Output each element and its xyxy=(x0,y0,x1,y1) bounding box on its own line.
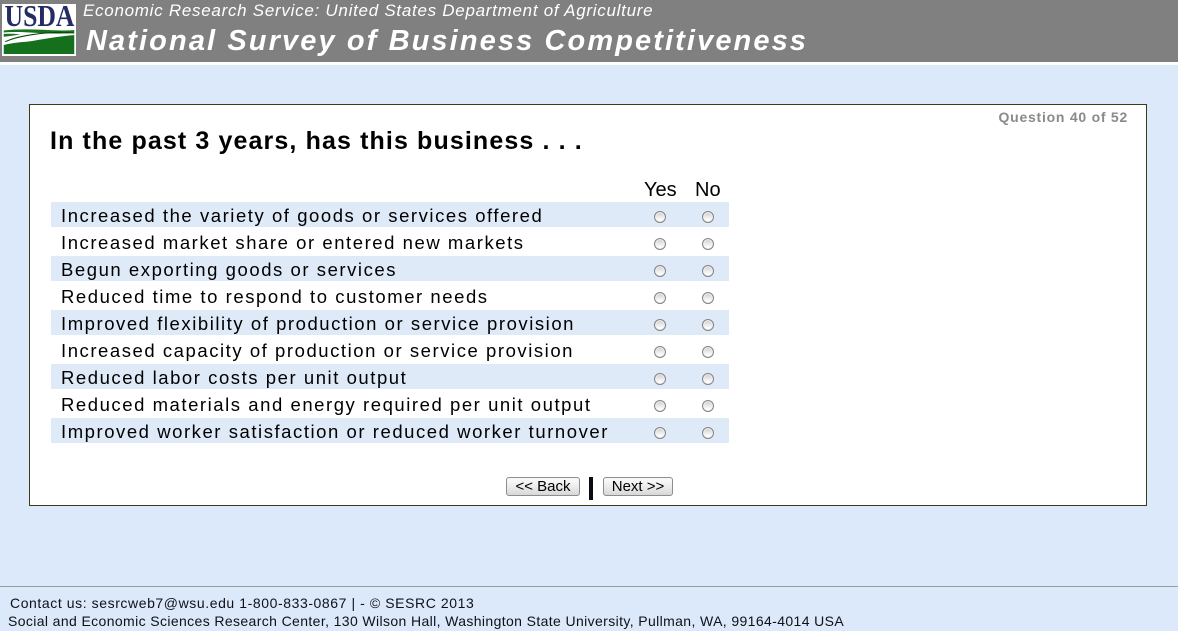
svg-text:USDA: USDA xyxy=(5,4,76,33)
